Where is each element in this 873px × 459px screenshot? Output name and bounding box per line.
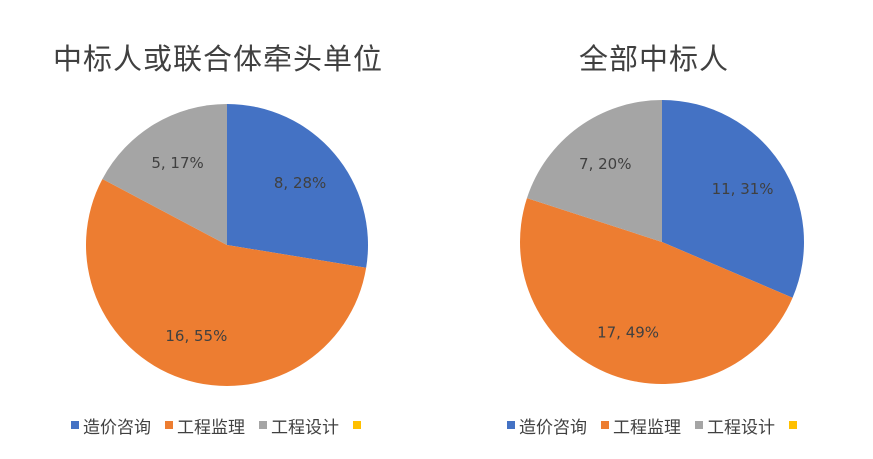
chart-panel-right: 全部中标人 11, 31% 17, 49% 7, 20% 造价咨询 工程监理 工程设计	[436, 0, 872, 459]
legend-swatch	[71, 421, 79, 429]
legend-label: 工程监理	[613, 417, 681, 438]
data-label-design: 7, 20%	[579, 155, 631, 173]
legend-item-other	[353, 421, 365, 429]
legend-item-supervision: 工程监理	[165, 413, 245, 438]
pie-slice-consulting	[662, 100, 804, 298]
legend-swatch	[353, 421, 361, 429]
pie-chart-right: 11, 31% 17, 49% 7, 20%	[520, 100, 804, 384]
data-label-consulting: 11, 31%	[712, 180, 774, 198]
pie-slice-supervision	[520, 198, 793, 384]
legend-swatch	[259, 421, 267, 429]
data-label-supervision: 16, 55%	[165, 327, 227, 345]
legend-item-consulting: 造价咨询	[507, 413, 587, 438]
legend-label: 造价咨询	[519, 417, 587, 438]
pie-slice-consulting	[227, 104, 368, 268]
legend-item-other	[789, 421, 801, 429]
legend-swatch	[507, 421, 515, 429]
legend-right: 造价咨询 工程监理 工程设计	[436, 412, 872, 438]
data-label-design: 5, 17%	[151, 154, 203, 172]
pie-chart-left: 8, 28% 16, 55% 5, 17%	[85, 104, 368, 387]
legend-swatch	[789, 421, 797, 429]
legend-item-supervision: 工程监理	[601, 413, 681, 438]
pie-slice-design	[102, 104, 227, 245]
chart-panel-left: 中标人或联合体牵头单位 8, 28% 16, 55% 5, 17% 造价咨询 工程监理…	[0, 0, 436, 459]
legend-left: 造价咨询 工程监理 工程设计	[0, 412, 436, 438]
legend-swatch	[165, 421, 173, 429]
chart-title: 全部中标人	[578, 42, 729, 76]
chart-title: 中标人或联合体牵头单位	[52, 42, 383, 76]
pie-slice-supervision	[85, 178, 367, 387]
data-label-supervision: 17, 49%	[597, 323, 659, 341]
legend-item-consulting: 造价咨询	[71, 413, 151, 438]
pie-slice-design	[526, 100, 662, 242]
legend-label: 工程设计	[271, 417, 339, 438]
legend-swatch	[695, 421, 703, 429]
legend-item-design: 工程设计	[695, 413, 775, 438]
data-label-consulting: 8, 28%	[274, 174, 326, 192]
legend-label: 工程设计	[707, 417, 775, 438]
legend-swatch	[601, 421, 609, 429]
legend-label: 造价咨询	[83, 417, 151, 438]
legend-item-design: 工程设计	[259, 413, 339, 438]
legend-label: 工程监理	[177, 417, 245, 438]
